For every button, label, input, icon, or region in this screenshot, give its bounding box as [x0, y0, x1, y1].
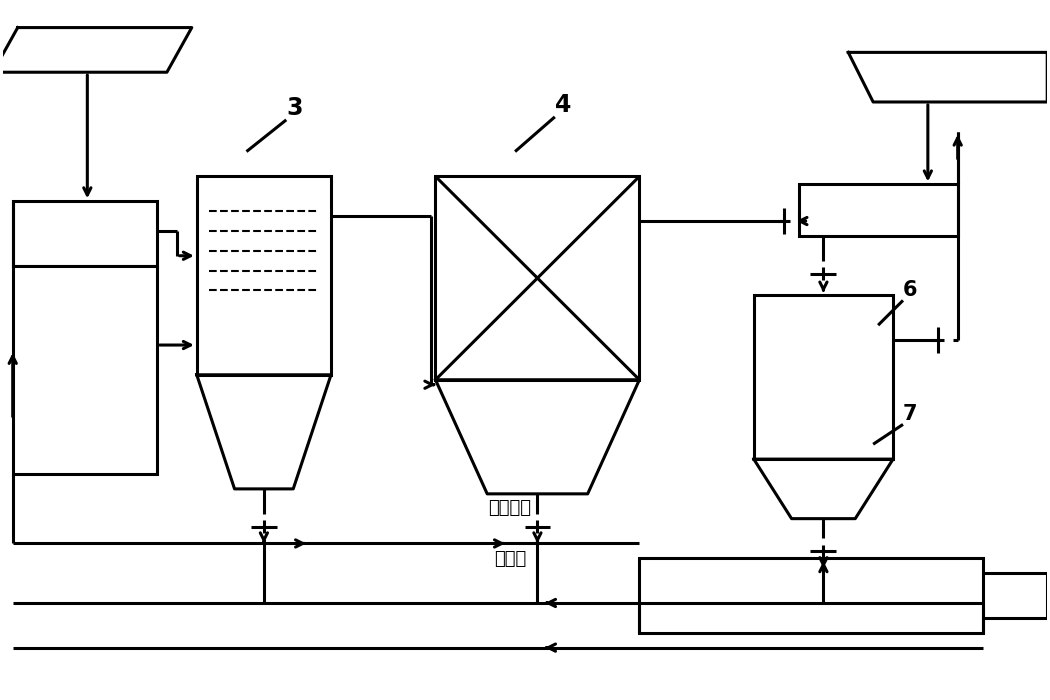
Text: 4: 4 [554, 93, 571, 117]
Bar [754, 295, 894, 459]
Bar [436, 176, 639, 380]
Bar [799, 184, 958, 236]
Bar [13, 266, 156, 474]
Polygon shape [0, 27, 192, 72]
Text: 循环液: 循环液 [494, 550, 526, 568]
Text: 3: 3 [287, 96, 302, 120]
Bar [196, 176, 331, 374]
Text: 7: 7 [903, 405, 918, 424]
Polygon shape [436, 380, 639, 494]
Bar [639, 559, 983, 633]
Polygon shape [848, 52, 1047, 102]
Polygon shape [754, 459, 894, 519]
Bar [13, 201, 156, 266]
Polygon shape [196, 374, 331, 489]
Text: 6: 6 [903, 281, 918, 300]
Text: 液体回流: 液体回流 [488, 498, 531, 517]
